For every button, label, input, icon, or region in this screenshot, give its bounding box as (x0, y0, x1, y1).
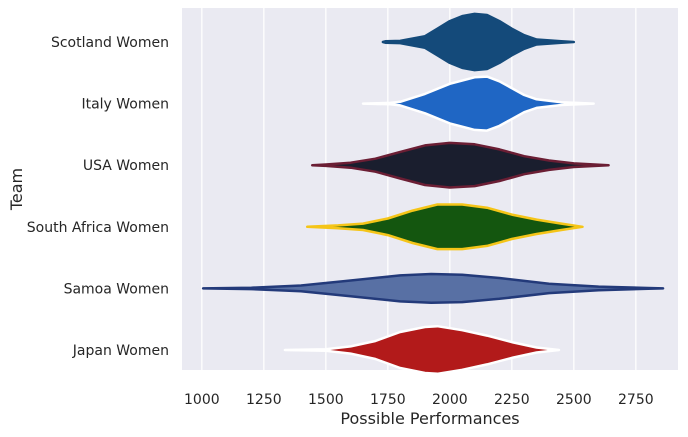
plot-background (182, 8, 678, 370)
x-tick-label: 1750 (370, 392, 406, 408)
x-tick-label: 1500 (308, 392, 344, 408)
x-tick-label: 2250 (494, 392, 530, 408)
violin-south-africa-women (305, 203, 584, 251)
grid-lines (201, 8, 637, 370)
violin-usa-women (310, 141, 610, 189)
x-tick-label: 2750 (618, 392, 654, 408)
violin-scotland-women (381, 12, 576, 72)
y-tick-label: South Africa Women (27, 220, 169, 236)
violin-italy-women (361, 75, 595, 132)
y-tick-label: Scotland Women (51, 35, 169, 51)
violin-japan-women (283, 324, 561, 376)
x-tick-labels: 1000 1250 1500 1750 2000 2250 2500 2750 (184, 392, 654, 408)
y-tick-labels: Scotland Women Italy Women USA Women South … (27, 35, 169, 359)
x-tick-label: 2000 (432, 392, 468, 408)
x-tick-label: 2500 (556, 392, 592, 408)
y-tick-label: Italy Women (81, 97, 169, 113)
x-tick-label: 1000 (184, 392, 220, 408)
violins (201, 12, 665, 376)
violin-samoa-women (201, 272, 665, 305)
x-axis-label: Possible Performances (340, 409, 519, 428)
y-tick-label: Japan Women (72, 343, 169, 359)
y-axis-label: Team (7, 168, 26, 211)
y-tick-label: Samoa Women (64, 281, 169, 297)
y-tick-label: USA Women (83, 158, 169, 174)
x-tick-label: 1250 (246, 392, 282, 408)
